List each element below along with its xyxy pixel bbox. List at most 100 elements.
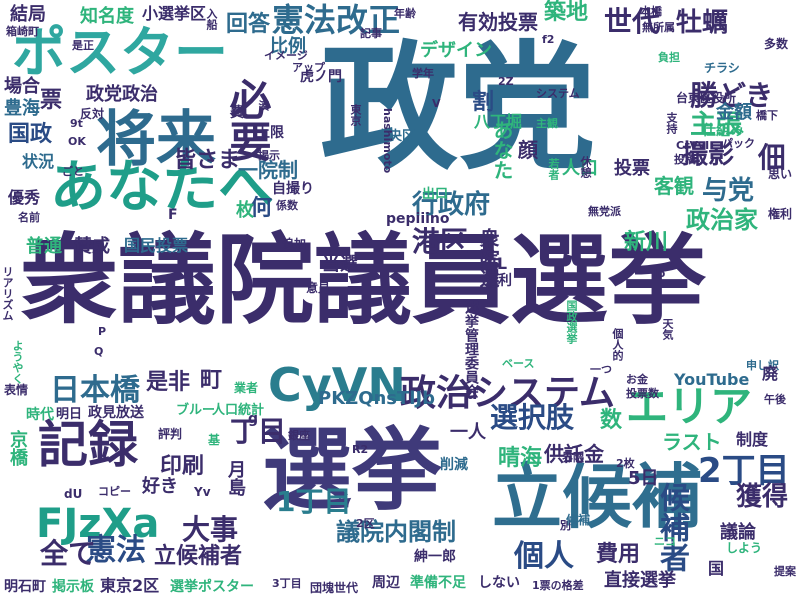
cloud-word: 中央区 — [376, 129, 416, 144]
cloud-word: 廃 — [762, 364, 779, 383]
cloud-word: 不利 — [484, 273, 512, 289]
cloud-word: 上限 — [256, 125, 284, 141]
cloud-word: 供託金 — [544, 442, 604, 466]
cloud-word: 国政選挙 — [565, 300, 578, 344]
cloud-word: 優秀 — [8, 188, 41, 207]
cloud-word: 午後 — [764, 393, 786, 406]
cloud-word: 負担 — [658, 51, 680, 64]
cloud-word: チラシ — [704, 61, 740, 75]
cloud-word: 明石町 — [4, 579, 46, 595]
cloud-word: 大事 — [182, 513, 239, 546]
cloud-word: F — [168, 207, 178, 223]
cloud-word: 個人 — [514, 539, 574, 574]
cloud-word: 東京2区 — [100, 576, 160, 595]
cloud-word: 撮影 — [682, 140, 735, 170]
cloud-word: 新川 — [624, 230, 669, 255]
cloud-word: 2Z — [498, 75, 514, 88]
cloud-word: 5日 — [628, 468, 659, 489]
cloud-word: 界隈 — [562, 451, 584, 464]
cloud-word: Q — [94, 345, 104, 358]
cloud-word: 湊 — [257, 100, 270, 111]
cloud-word: エリア — [626, 382, 753, 431]
cloud-word: 一院制 — [238, 158, 298, 182]
cloud-word: 月島 — [225, 460, 246, 496]
cloud-word: 国政 — [8, 122, 53, 147]
cloud-word: 京橋 — [7, 430, 28, 466]
cloud-word: 年齢 — [394, 7, 416, 20]
cloud-word: 選挙 — [262, 418, 442, 523]
cloud-word: 世代 — [604, 5, 661, 38]
cloud-word: 小選挙区 — [142, 4, 207, 23]
cloud-word: 掲示板 — [52, 579, 94, 595]
cloud-word: 獲得 — [736, 482, 789, 512]
cloud-word: 投票数 — [626, 387, 659, 400]
cloud-word: 準備不足 — [410, 575, 466, 591]
cloud-word: 入船 — [205, 8, 218, 30]
cloud-word: 一人 — [450, 422, 486, 443]
cloud-word: 必要 — [223, 78, 272, 162]
cloud-word: pepiiino — [386, 211, 450, 227]
cloud-word: 好き — [142, 476, 178, 497]
cloud-word: ごと — [62, 165, 84, 178]
cloud-word: 有効投票 — [458, 10, 538, 34]
cloud-word: 衆院選 — [476, 228, 500, 288]
cloud-word: 1票の格差 — [532, 579, 584, 592]
cloud-word: 何 — [250, 196, 273, 221]
cloud-word: 政治家 — [686, 206, 758, 234]
cloud-word: 橋下 — [756, 109, 778, 122]
cloud-word: 揭示 — [258, 149, 280, 162]
cloud-word: ブルー — [176, 403, 216, 418]
cloud-word: しよう — [726, 541, 763, 555]
cloud-word: U — [222, 237, 234, 253]
cloud-word: 時代 — [26, 407, 54, 423]
cloud-word: 2区 — [356, 517, 375, 530]
cloud-word: 団塊世代 — [310, 581, 359, 595]
cloud-word: 記事 — [360, 27, 382, 40]
cloud-word: 政見放送 — [88, 405, 144, 421]
cloud-word: 町 — [200, 368, 223, 393]
cloud-word: 割 — [472, 90, 495, 115]
cloud-word: しない — [478, 575, 520, 591]
cloud-word: hashimoto — [381, 108, 394, 174]
cloud-word: 表情 — [4, 383, 29, 397]
cloud-word: あなた — [490, 120, 514, 180]
cloud-word: 主張 — [690, 110, 743, 140]
cloud-word: コピー — [98, 485, 131, 498]
cloud-word: 当選 — [322, 254, 358, 275]
cloud-word: 国民投票 — [124, 236, 189, 255]
cloud-word: FJzXa — [36, 501, 160, 547]
cloud-word: 与党 — [702, 176, 755, 206]
cloud-word: 学年 — [412, 67, 434, 80]
cloud-word: 将来 — [96, 105, 216, 175]
cloud-word: 回答 — [226, 12, 271, 37]
cloud-word: 申し訳 — [746, 359, 779, 372]
cloud-word: 権利 — [768, 207, 793, 221]
cloud-word: アップ — [292, 61, 325, 74]
cloud-word: 皆さま — [174, 148, 241, 173]
cloud-word: P — [98, 325, 107, 338]
cloud-word: 周辺 — [372, 575, 400, 591]
cloud-word: 削減 — [440, 457, 468, 473]
cloud-word: 主観 — [536, 117, 558, 130]
cloud-word: 牡蠣 — [676, 8, 729, 38]
cloud-word: 議論 — [720, 522, 756, 543]
cloud-word: 天気 — [661, 318, 674, 340]
cloud-word: 状況 — [22, 152, 55, 171]
cloud-word: 直接選挙 — [604, 570, 676, 591]
cloud-word: g — [248, 411, 259, 427]
cloud-word: 顔 — [518, 138, 538, 162]
cloud-word: ニコ — [654, 535, 676, 548]
cloud-word: f2 — [542, 33, 555, 46]
cloud-word: 憲法 — [86, 533, 146, 568]
cloud-word: 行政府 — [412, 190, 491, 220]
cloud-word: 豊海 — [4, 98, 40, 119]
cloud-word: 政党政治 — [86, 84, 158, 105]
cloud-word: 3丁目 — [272, 577, 302, 590]
cloud-word: OK — [68, 135, 86, 148]
cloud-word: 衆議院議員選挙 — [20, 224, 707, 338]
cloud-word: 意見 — [306, 281, 331, 295]
cloud-word: PKZQnsTlJb — [318, 388, 436, 409]
cloud-word: 業者 — [234, 381, 259, 395]
cloud-word: 佃 — [758, 141, 787, 174]
